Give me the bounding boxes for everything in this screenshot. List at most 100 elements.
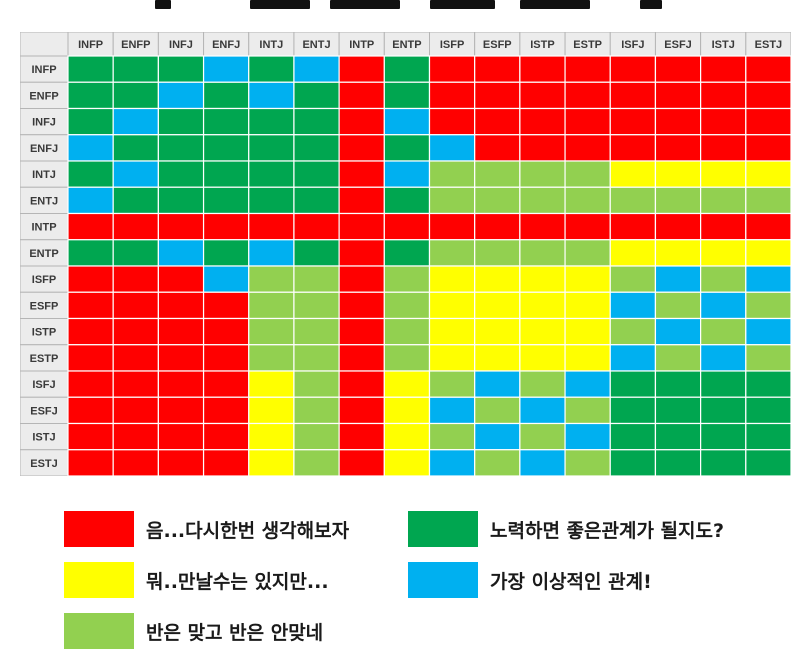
heatmap-cell (293, 344, 340, 372)
heatmap-cell (112, 344, 159, 372)
heatmap-cell (564, 449, 611, 476)
heatmap-cell (428, 265, 476, 293)
heatmap-cell (67, 449, 114, 476)
heatmap-cell (700, 81, 747, 110)
heatmap-cell (700, 449, 747, 476)
heatmap-cell (67, 212, 114, 241)
heatmap-cell (519, 81, 566, 110)
row-header: ENTJ (30, 195, 58, 207)
heatmap-cell (383, 212, 431, 241)
heatmap-cell (202, 317, 250, 346)
heatmap-cell (202, 186, 250, 215)
heatmap-cell (67, 160, 114, 188)
row-header: INFP (31, 64, 56, 76)
heatmap-cell (654, 370, 702, 398)
heatmap-cell (157, 55, 205, 83)
heatmap-cell (700, 396, 747, 425)
heatmap-cell (383, 239, 431, 267)
heatmap-cell (112, 134, 159, 162)
heatmap-cell (609, 212, 657, 241)
compatibility-heatmap: INFP ENFP INFJ ENFJ INTJ ENTJ INTP ENTP ISFP ESFP… (20, 32, 791, 476)
heatmap-cell (700, 344, 747, 372)
heatmap-cell (654, 186, 702, 215)
col-header: INFP (78, 39, 103, 51)
heatmap-cell (609, 160, 657, 188)
col-header: ESTP (573, 39, 602, 51)
heatmap-cell (564, 160, 611, 188)
heatmap-cell (112, 449, 159, 476)
heatmap-cell (112, 370, 159, 398)
col-header-bg (338, 32, 385, 57)
heatmap-cell (157, 317, 205, 346)
col-header: ENFP (121, 39, 150, 51)
heatmap-cell (248, 422, 295, 451)
heatmap-cell (428, 317, 476, 346)
heatmap-cell (383, 107, 431, 136)
heatmap-cell (202, 396, 250, 425)
heatmap-cell (474, 107, 521, 136)
heatmap-cell (202, 55, 250, 83)
heatmap-cell (157, 291, 205, 320)
col-header: ESFP (483, 39, 512, 51)
heatmap-cell (564, 81, 611, 110)
heatmap-cell (383, 160, 431, 188)
row-header-bg (20, 265, 69, 293)
row-header: ENFP (29, 90, 58, 102)
heatmap-cell (338, 186, 385, 215)
heatmap-cell (338, 160, 385, 188)
heatmap-cell (519, 370, 566, 398)
heatmap-cell (745, 265, 791, 293)
heatmap-cell (383, 449, 431, 476)
heatmap-cell (248, 81, 295, 110)
heatmap-cell (67, 344, 114, 372)
heatmap-cell (428, 107, 476, 136)
heatmap-cell (157, 186, 205, 215)
heatmap-cell (519, 212, 566, 241)
heatmap-cell (519, 265, 566, 293)
legend-label-blue: 가장 이상적인 관계! (490, 570, 652, 593)
heatmap-cell (700, 370, 747, 398)
heatmap-cell (745, 55, 791, 83)
col-header: INTP (349, 39, 374, 51)
heatmap-cell (564, 212, 611, 241)
heatmap-cell (474, 160, 521, 188)
heatmap-cell (428, 422, 476, 451)
heatmap-cell (700, 291, 747, 320)
row-header: ISFJ (32, 379, 55, 391)
heatmap-cell (564, 422, 611, 451)
heatmap-cell (474, 81, 521, 110)
legend-swatch-light-green (64, 613, 134, 649)
heatmap-cell (519, 55, 566, 83)
heatmap-cell (474, 55, 521, 83)
heatmap-cell (654, 107, 702, 136)
heatmap-cell (67, 55, 114, 83)
legend-swatch-yellow (64, 562, 134, 598)
col-header-bg (519, 32, 566, 57)
heatmap-cell (745, 449, 791, 476)
col-header: ISTP (530, 39, 554, 51)
heatmap-cell (293, 212, 340, 241)
heatmap-cell (700, 422, 747, 451)
heatmap-cell (112, 186, 159, 215)
heatmap-cell (564, 107, 611, 136)
heatmap-cell (428, 291, 476, 320)
heatmap-cell (248, 344, 295, 372)
heatmap-cell (609, 265, 657, 293)
heatmap-cell (202, 265, 250, 293)
heatmap-cell (474, 449, 521, 476)
heatmap-cell (564, 317, 611, 346)
row-header-bg (20, 108, 69, 136)
heatmap-cell (745, 291, 791, 320)
heatmap-cell (428, 212, 476, 241)
heatmap-cell (609, 134, 657, 162)
heatmap-cell (338, 265, 385, 293)
col-header-bg (248, 32, 295, 57)
heatmap-cell (293, 449, 340, 476)
col-header-bg (203, 32, 250, 57)
heatmap-cell (202, 422, 250, 451)
row-header: ISFP (32, 274, 56, 286)
col-header: ISFJ (621, 39, 644, 51)
heatmap-cell (700, 317, 747, 346)
heatmap-cell (67, 134, 114, 162)
heatmap-cell (112, 55, 159, 83)
